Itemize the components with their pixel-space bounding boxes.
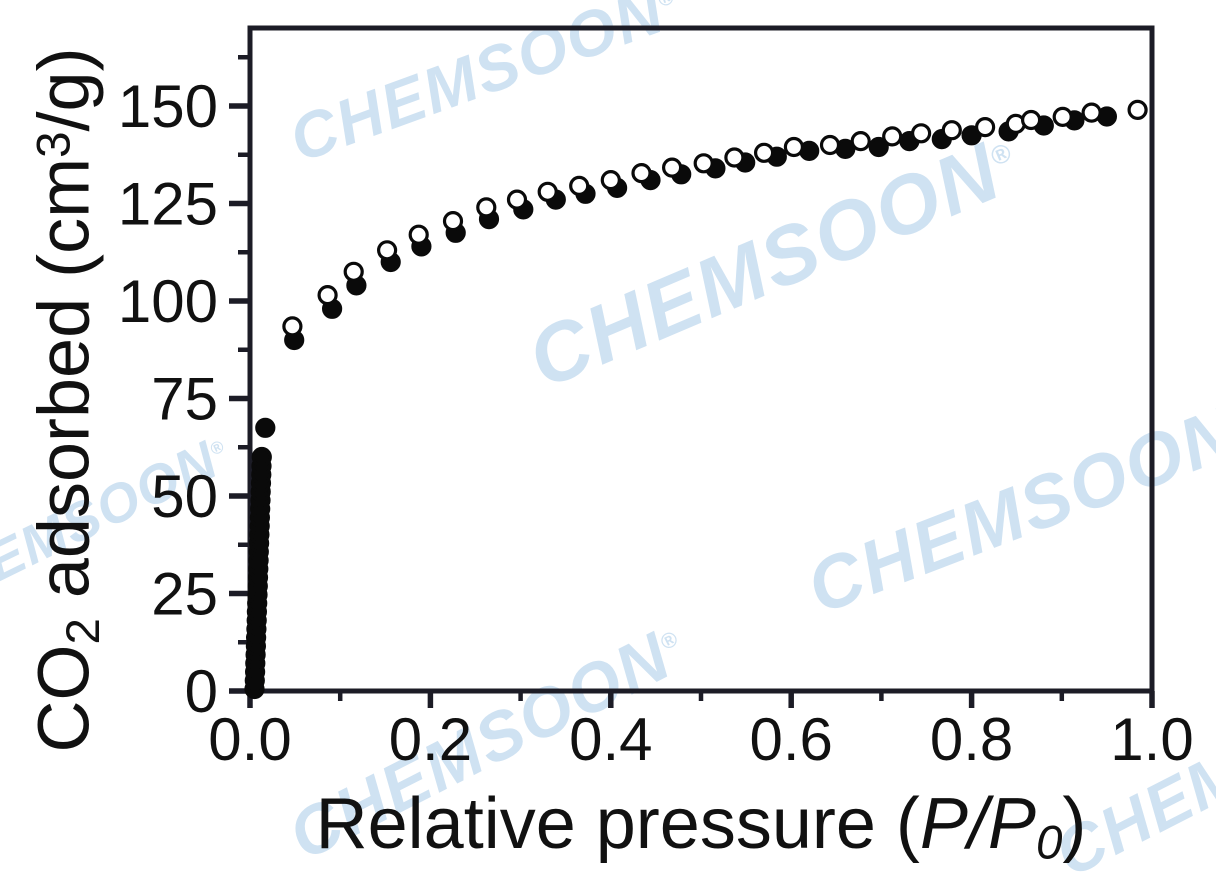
axis-title-fragment: CO bbox=[24, 644, 105, 753]
adsorption-point bbox=[255, 417, 276, 438]
desorption-point bbox=[317, 285, 338, 306]
desorption-point bbox=[941, 120, 962, 141]
axis-title-fragment: /g) bbox=[24, 47, 105, 132]
x-tick-label: 0.2 bbox=[389, 706, 472, 773]
adsorption-point bbox=[868, 136, 889, 158]
x-tick-label: 1.0 bbox=[1110, 706, 1193, 773]
axis-title-fragment: ) bbox=[1062, 784, 1087, 864]
desorption-point bbox=[631, 163, 652, 184]
desorption-series bbox=[282, 99, 1148, 337]
y-tick-label: 150 bbox=[118, 73, 218, 140]
desorption-point bbox=[1052, 106, 1073, 128]
desorption-point bbox=[343, 261, 364, 282]
adsorption-point bbox=[251, 446, 272, 468]
desorption-point bbox=[661, 157, 683, 178]
axis-title-fragment: Relative pressure ( bbox=[315, 784, 920, 864]
desorption-point bbox=[408, 224, 429, 245]
y-tick-label: 100 bbox=[118, 268, 218, 335]
y-axis-title: CO2 adsorbed (cm3/g) bbox=[25, 47, 110, 752]
x-tick-label: 0.6 bbox=[749, 706, 832, 773]
desorption-point bbox=[910, 123, 932, 144]
x-tick-label: 0.8 bbox=[930, 706, 1013, 773]
desorption-point bbox=[476, 197, 497, 218]
x-tick-label: 0.4 bbox=[569, 706, 652, 773]
desorption-point bbox=[753, 142, 775, 163]
desorption-point bbox=[282, 316, 303, 337]
tick-labels: 0 25 50 75 100 125 150 0.0 0.2 0.4 0.6 0.8 1.0 bbox=[118, 73, 1194, 773]
desorption-point bbox=[724, 147, 745, 168]
desorption-point bbox=[882, 126, 903, 147]
y-tick-label: 75 bbox=[151, 366, 218, 433]
x-axis-title: Relative pressure (P/P0) bbox=[316, 788, 1087, 867]
axis-title-fragment: P/P bbox=[919, 784, 1036, 864]
desorption-point bbox=[974, 116, 996, 138]
y-tick-label: 25 bbox=[151, 561, 218, 628]
tick-marks bbox=[229, 55, 1155, 708]
desorption-point bbox=[569, 175, 590, 196]
desorption-point bbox=[537, 181, 558, 202]
y-tick-label: 0 bbox=[185, 658, 218, 725]
desorption-point bbox=[442, 211, 464, 232]
desorption-point bbox=[1020, 109, 1042, 131]
desorption-point bbox=[600, 170, 621, 191]
desorption-point bbox=[693, 153, 714, 174]
axis-title-fragment: 0 bbox=[1035, 816, 1063, 870]
axis-title-fragment: adsorbed (cm bbox=[24, 157, 105, 619]
desorption-point bbox=[1127, 99, 1148, 121]
desorption-point bbox=[377, 240, 398, 261]
desorption-point bbox=[850, 131, 871, 152]
x-tick-label: 0.0 bbox=[208, 706, 291, 773]
y-tick-label: 50 bbox=[151, 463, 218, 530]
adsorption-series bbox=[244, 106, 1118, 700]
y-tick-label: 125 bbox=[118, 171, 218, 238]
desorption-point bbox=[783, 136, 805, 158]
axis-title-fragment: 3 bbox=[27, 131, 81, 158]
desorption-point bbox=[506, 189, 528, 210]
desorption-point bbox=[1081, 102, 1102, 123]
axis-title-fragment: 2 bbox=[56, 618, 110, 645]
desorption-point bbox=[819, 134, 841, 156]
